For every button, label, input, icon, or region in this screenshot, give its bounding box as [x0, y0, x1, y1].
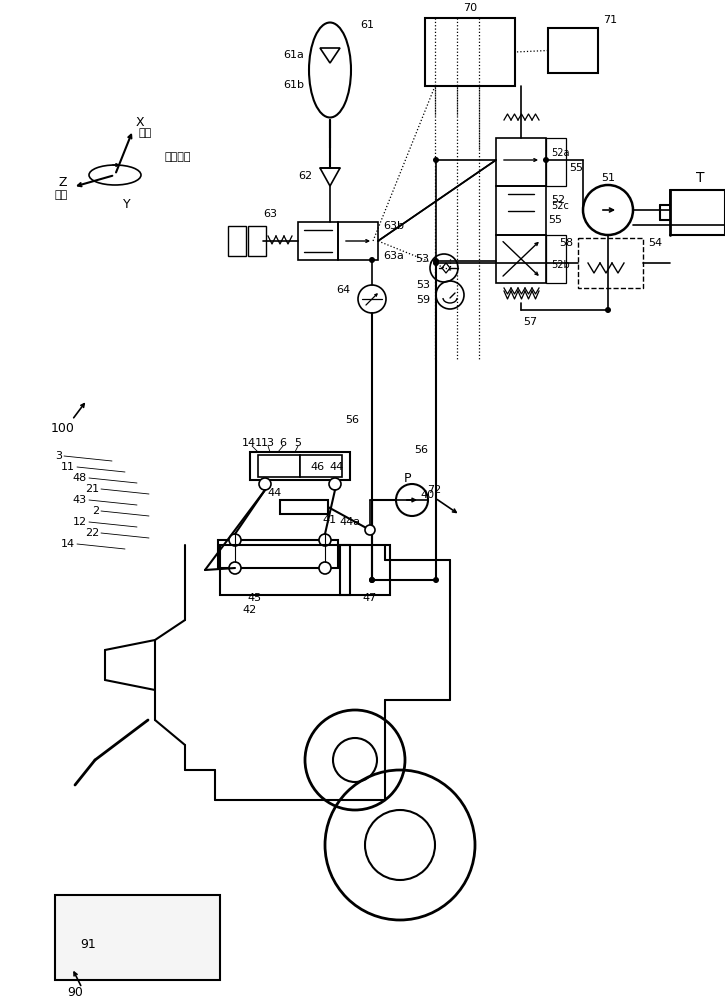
Circle shape — [605, 307, 611, 313]
Text: 61: 61 — [360, 20, 374, 30]
Bar — [250, 452, 350, 480]
Text: X: X — [136, 116, 144, 129]
Circle shape — [229, 534, 241, 546]
Circle shape — [543, 157, 549, 163]
Text: 71: 71 — [603, 15, 617, 25]
Circle shape — [369, 257, 375, 263]
Text: 42: 42 — [243, 605, 257, 615]
Circle shape — [433, 157, 439, 163]
Text: 52c: 52c — [551, 201, 569, 211]
Text: 58: 58 — [559, 238, 573, 248]
Text: 70: 70 — [463, 3, 477, 13]
Circle shape — [433, 258, 439, 264]
Text: 90: 90 — [67, 986, 83, 1000]
Circle shape — [433, 260, 439, 266]
Bar — [55, 895, 220, 980]
Bar — [220, 545, 350, 595]
Bar — [496, 235, 546, 283]
Bar — [546, 235, 566, 283]
Bar — [300, 455, 342, 477]
Circle shape — [319, 562, 331, 574]
Text: 52a: 52a — [551, 148, 570, 158]
Text: 61a: 61a — [283, 50, 304, 60]
Circle shape — [369, 577, 375, 583]
Text: Z: Z — [59, 176, 67, 190]
Text: 100: 100 — [51, 422, 75, 434]
Text: P: P — [405, 472, 412, 485]
Text: 62: 62 — [298, 171, 312, 181]
Text: 53: 53 — [415, 254, 429, 264]
Bar — [298, 222, 338, 260]
Text: 47: 47 — [363, 593, 377, 603]
Bar — [248, 226, 266, 256]
Bar — [340, 545, 390, 595]
Text: 上方: 上方 — [54, 190, 67, 200]
Text: 2: 2 — [92, 506, 99, 516]
Text: T: T — [696, 171, 704, 185]
Text: 44a: 44a — [339, 517, 360, 527]
Text: 22: 22 — [85, 528, 99, 538]
Circle shape — [319, 534, 331, 546]
Bar — [578, 238, 643, 288]
Text: 41: 41 — [323, 515, 337, 525]
Text: 72: 72 — [427, 485, 441, 495]
Text: 56: 56 — [345, 415, 359, 425]
Text: 11: 11 — [61, 462, 75, 472]
Text: 52b: 52b — [551, 260, 570, 270]
Text: 5: 5 — [294, 438, 302, 448]
Bar — [425, 18, 515, 86]
Ellipse shape — [309, 22, 351, 117]
Bar — [338, 222, 378, 260]
Text: 6: 6 — [280, 438, 286, 448]
Text: 43: 43 — [73, 495, 87, 505]
Text: 13: 13 — [261, 438, 275, 448]
Text: 40: 40 — [421, 490, 435, 500]
Circle shape — [433, 577, 439, 583]
Text: 53: 53 — [416, 280, 430, 290]
Bar — [258, 455, 300, 477]
Text: Y: Y — [123, 198, 130, 212]
Text: 56: 56 — [414, 445, 428, 455]
Text: 63b: 63b — [383, 221, 404, 231]
Circle shape — [369, 577, 375, 583]
Text: 44: 44 — [268, 488, 282, 498]
Text: 3: 3 — [55, 451, 62, 461]
Text: 141: 141 — [241, 438, 262, 448]
Circle shape — [259, 478, 271, 490]
Text: 59: 59 — [416, 295, 430, 305]
Text: 57: 57 — [523, 317, 537, 327]
Text: 44: 44 — [330, 462, 344, 472]
Text: 45: 45 — [248, 593, 262, 603]
Bar — [228, 226, 246, 256]
Text: 61b: 61b — [283, 80, 304, 90]
Bar — [546, 138, 566, 186]
Circle shape — [229, 562, 241, 574]
Circle shape — [365, 525, 375, 535]
Bar — [548, 28, 598, 73]
Text: 91: 91 — [80, 938, 96, 952]
Text: 侧摆方向: 侧摆方向 — [165, 152, 191, 162]
Bar — [496, 138, 546, 186]
Bar — [218, 540, 338, 568]
Circle shape — [329, 478, 341, 490]
Text: 52: 52 — [551, 195, 565, 205]
Text: 51: 51 — [601, 173, 615, 183]
Text: 46: 46 — [311, 462, 325, 472]
Text: 55: 55 — [548, 215, 562, 225]
Text: 63: 63 — [263, 209, 277, 219]
Text: 48: 48 — [72, 473, 87, 483]
Text: 54: 54 — [648, 238, 662, 248]
Bar — [280, 500, 328, 514]
Text: 63a: 63a — [383, 251, 404, 261]
Text: 前方: 前方 — [138, 128, 152, 138]
Bar — [496, 186, 546, 235]
Text: 12: 12 — [73, 517, 87, 527]
Text: 55: 55 — [569, 163, 583, 173]
Text: 64: 64 — [336, 285, 350, 295]
Text: 21: 21 — [85, 484, 99, 494]
Text: 14: 14 — [61, 539, 75, 549]
